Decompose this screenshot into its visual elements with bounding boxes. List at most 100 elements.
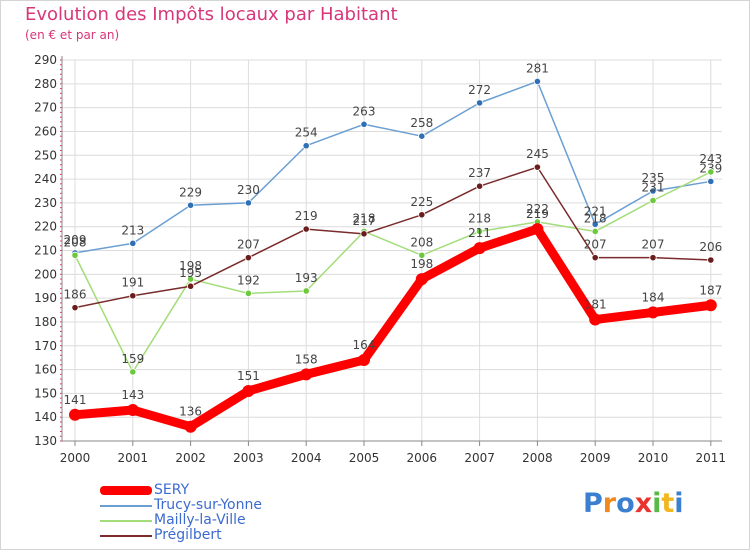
x-tick-label: 2008 bbox=[522, 451, 553, 465]
data-label-pregilbert: 225 bbox=[410, 195, 433, 209]
data-point-trucy-sur-yonne bbox=[187, 201, 195, 209]
data-label-trucy-sur-yonne: 235 bbox=[642, 171, 665, 185]
x-tick-label: 2004 bbox=[291, 451, 322, 465]
y-tick-label: 210 bbox=[34, 244, 57, 258]
y-tick-label: 290 bbox=[34, 53, 57, 67]
x-tick-label: 2002 bbox=[175, 451, 206, 465]
y-tick-label: 220 bbox=[34, 220, 57, 234]
series-line-sery bbox=[70, 224, 716, 432]
data-point-sery bbox=[69, 408, 81, 421]
data-label-mailly-la-ville: 231 bbox=[642, 180, 665, 194]
x-tick-label: 2010 bbox=[638, 451, 669, 465]
legend-item-mailly-la-ville: Mailly-la-Ville bbox=[100, 513, 262, 528]
proxiti-logo[interactable]: Proxiti bbox=[583, 488, 684, 519]
y-tick-label: 200 bbox=[34, 267, 57, 281]
data-label-pregilbert: 195 bbox=[179, 266, 202, 280]
series-line-mailly-la-ville bbox=[74, 171, 712, 373]
data-label-pregilbert: 207 bbox=[584, 238, 607, 252]
data-label-trucy-sur-yonne: 254 bbox=[295, 126, 318, 140]
data-point-sery bbox=[300, 368, 313, 381]
data-point-mailly-la-ville bbox=[244, 289, 252, 297]
data-point-trucy-sur-yonne bbox=[533, 77, 542, 86]
data-label-trucy-sur-yonne: 272 bbox=[468, 83, 491, 97]
series-line-pregilbert bbox=[74, 166, 712, 309]
series-line-trucy-sur-yonne bbox=[74, 80, 712, 254]
data-point-sery bbox=[242, 384, 255, 397]
data-label-mailly-la-ville: 208 bbox=[64, 235, 87, 249]
data-label-mailly-la-ville: 218 bbox=[468, 211, 491, 225]
data-label-pregilbert: 219 bbox=[295, 209, 318, 223]
data-point-mailly-la-ville bbox=[649, 196, 657, 205]
data-label-sery: 164 bbox=[353, 338, 376, 352]
data-label-pregilbert: 245 bbox=[526, 147, 549, 161]
data-label-sery: 211 bbox=[468, 226, 491, 240]
y-tick-label: 230 bbox=[34, 196, 57, 210]
data-point-trucy-sur-yonne bbox=[649, 187, 657, 195]
data-label-trucy-sur-yonne: 229 bbox=[179, 185, 202, 199]
data-label-sery: 151 bbox=[237, 369, 260, 383]
data-label-sery: 198 bbox=[410, 257, 433, 271]
data-point-mailly-la-ville bbox=[129, 368, 137, 376]
x-tick-label: 2006 bbox=[407, 451, 438, 465]
legend-swatch-mailly-la-ville bbox=[100, 519, 152, 522]
y-tick-label: 280 bbox=[34, 77, 57, 91]
data-point-trucy-sur-yonne bbox=[591, 220, 599, 228]
data-label-pregilbert: 207 bbox=[642, 238, 665, 252]
data-point-pregilbert bbox=[591, 254, 599, 262]
data-point-pregilbert bbox=[418, 211, 426, 219]
data-label-pregilbert: 186 bbox=[64, 288, 87, 302]
x-tick-label: 2003 bbox=[233, 451, 264, 465]
data-label-trucy-sur-yonne: 209 bbox=[64, 233, 87, 247]
data-point-mailly-la-ville bbox=[475, 227, 484, 236]
data-point-pregilbert bbox=[187, 282, 195, 290]
data-point-pregilbert bbox=[129, 292, 137, 300]
data-point-pregilbert bbox=[302, 225, 310, 233]
data-point-mailly-la-ville bbox=[707, 168, 715, 176]
data-point-pregilbert bbox=[707, 256, 715, 264]
data-label-trucy-sur-yonne: 230 bbox=[237, 183, 260, 197]
data-label-trucy-sur-yonne: 221 bbox=[584, 204, 607, 218]
data-label-mailly-la-ville: 192 bbox=[237, 273, 260, 287]
x-tick-label: 2007 bbox=[464, 451, 495, 465]
x-tick-label: 2000 bbox=[60, 451, 91, 465]
data-point-pregilbert bbox=[244, 254, 252, 262]
y-tick-label: 250 bbox=[34, 148, 57, 162]
y-tick-label: 130 bbox=[34, 434, 57, 448]
data-label-mailly-la-ville: 198 bbox=[179, 259, 202, 273]
legend-item-pregilbert: Prégilbert bbox=[100, 528, 262, 543]
data-label-mailly-la-ville: 222 bbox=[526, 202, 549, 216]
legend-label-mailly-la-ville: Mailly-la-Ville bbox=[154, 512, 246, 528]
data-label-mailly-la-ville: 193 bbox=[295, 271, 318, 285]
legend-item-sery: SERY bbox=[100, 483, 262, 498]
data-point-pregilbert bbox=[533, 163, 542, 171]
data-point-sery bbox=[704, 299, 717, 312]
data-label-mailly-la-ville: 208 bbox=[410, 235, 433, 249]
legend-label-sery: SERY bbox=[154, 482, 190, 498]
data-point-sery bbox=[589, 313, 602, 326]
y-tick-label: 260 bbox=[34, 124, 57, 138]
x-tick-label: 2009 bbox=[580, 451, 611, 465]
data-point-mailly-la-ville bbox=[71, 251, 79, 259]
y-tick-label: 170 bbox=[34, 339, 57, 353]
data-label-sery: 141 bbox=[64, 393, 87, 407]
data-label-pregilbert: 217 bbox=[353, 214, 376, 228]
data-label-trucy-sur-yonne: 258 bbox=[410, 116, 433, 130]
x-tick-label: 2011 bbox=[696, 451, 727, 465]
data-point-mailly-la-ville bbox=[418, 251, 426, 259]
y-tick-label: 190 bbox=[34, 291, 57, 305]
data-point-pregilbert bbox=[475, 182, 484, 190]
data-point-sery bbox=[184, 420, 197, 433]
data-point-trucy-sur-yonne bbox=[129, 239, 137, 247]
data-point-trucy-sur-yonne bbox=[418, 132, 426, 140]
data-label-trucy-sur-yonne: 281 bbox=[526, 61, 549, 75]
data-label-pregilbert: 206 bbox=[699, 240, 722, 254]
data-point-trucy-sur-yonne bbox=[244, 199, 252, 207]
data-point-sery bbox=[473, 242, 486, 255]
chart-title: Evolution des Impôts locaux par Habitant bbox=[25, 4, 398, 25]
data-point-sery bbox=[647, 306, 659, 319]
y-tick-label: 180 bbox=[34, 315, 57, 329]
data-point-pregilbert bbox=[360, 230, 368, 238]
data-label-trucy-sur-yonne: 263 bbox=[353, 104, 376, 118]
